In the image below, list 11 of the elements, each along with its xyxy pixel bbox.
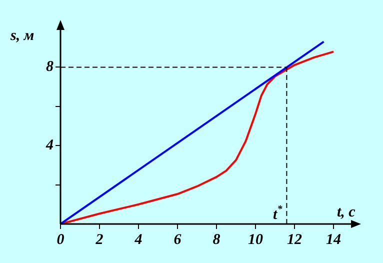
x-tick-label: 6 (174, 232, 182, 248)
x-tick-label: 10 (248, 232, 264, 248)
x-tick-label: 2 (94, 232, 104, 248)
x-tick-label: 0 (56, 232, 65, 248)
x-tick-label: 14 (326, 232, 342, 248)
x-tick-label: 4 (134, 232, 143, 248)
x-tick-label: 8 (212, 232, 221, 248)
x-tick-label: 12 (287, 232, 302, 248)
ref-line-label: t* (273, 204, 284, 223)
x-axis-title: t, c (337, 204, 356, 220)
y-axis-title: s, м (10, 28, 34, 44)
